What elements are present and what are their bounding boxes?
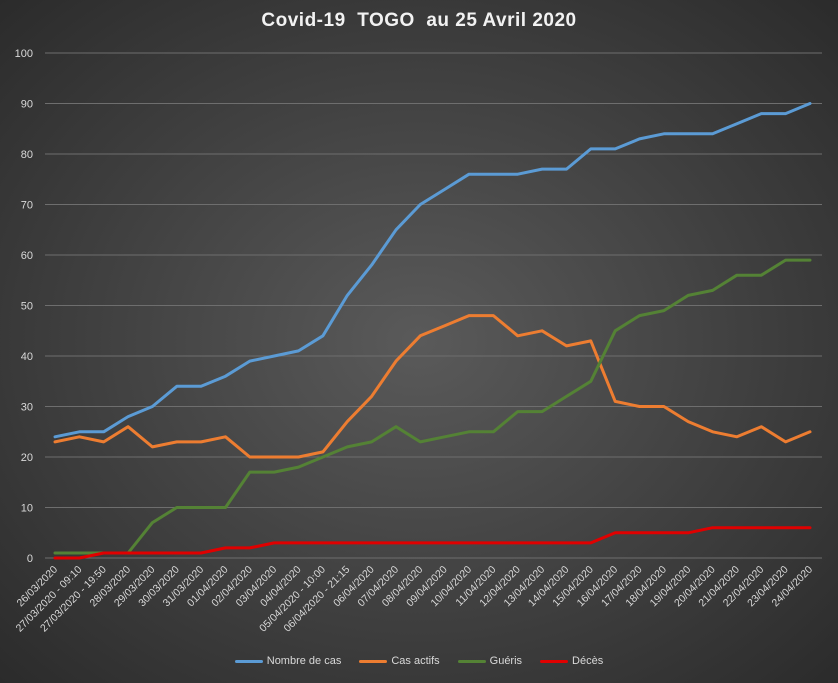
legend: Nombre de cas Cas actifs Guéris Décès <box>0 655 838 667</box>
series-line-0 <box>53 102 812 439</box>
legend-label-1: Cas actifs <box>391 655 440 667</box>
y-tick-label-50: 50 <box>21 301 33 313</box>
chart-title: Covid-19 TOGO au 25 Avril 2020 <box>261 10 577 31</box>
legend-swatch-0 <box>234 659 263 663</box>
series-line-1 <box>53 314 812 459</box>
legend-label-2: Guéris <box>489 655 523 667</box>
legend-item-3: Décès <box>540 655 603 667</box>
y-tick-label-60: 60 <box>21 250 33 262</box>
legend-item-1: Cas actifs <box>359 655 440 667</box>
legend-item-2: Guéris <box>457 655 523 667</box>
y-tick-label-100: 100 <box>15 48 33 60</box>
legend-swatch-2 <box>457 659 486 663</box>
legend-item-0: Nombre de cas <box>234 655 342 667</box>
y-tick-label-10: 10 <box>21 503 33 515</box>
y-tick-label-90: 90 <box>21 99 33 111</box>
series-line-2 <box>53 258 812 555</box>
y-tick-label-70: 70 <box>21 200 33 212</box>
y-tick-label-40: 40 <box>21 351 33 363</box>
y-tick-label-80: 80 <box>21 149 33 161</box>
legend-swatch-1 <box>359 659 388 663</box>
legend-swatch-3 <box>540 659 569 663</box>
legend-label-0: Nombre de cas <box>266 655 342 667</box>
legend-label-3: Décès <box>572 655 604 667</box>
y-tick-label-20: 20 <box>21 452 33 464</box>
y-tick-label-30: 30 <box>21 402 33 414</box>
y-tick-label-0: 0 <box>27 553 33 565</box>
series-line-3 <box>53 526 812 560</box>
